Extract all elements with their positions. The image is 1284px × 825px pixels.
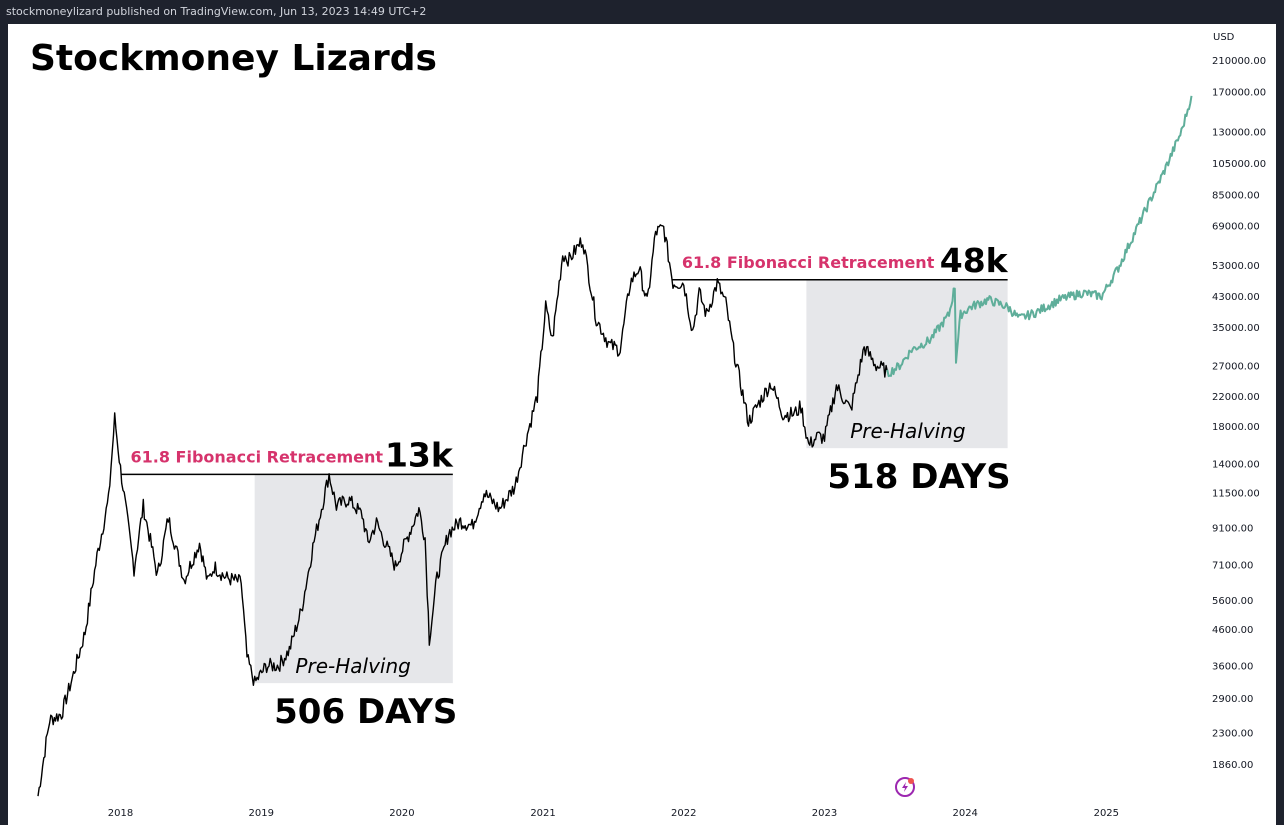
x-tick-label: 2024 <box>952 808 977 819</box>
y-tick-label: 9100.00 <box>1212 523 1253 534</box>
y-tick-label: 3600.00 <box>1212 662 1253 673</box>
chart-frame: 61.8 Fibonacci Retracement 13k 61.8 Fibona… <box>8 24 1276 825</box>
publish-header: stockmoneylizard published on TradingVie… <box>0 0 1284 24</box>
series-layer <box>37 95 1193 797</box>
y-tick-label: 22000.00 <box>1212 392 1260 403</box>
y-tick-label: 210000.00 <box>1212 56 1266 67</box>
x-tick-label: 2019 <box>248 808 273 819</box>
y-tick-label: 2300.00 <box>1212 728 1253 739</box>
x-tick-label: 2023 <box>812 808 837 819</box>
pre-halving-box-2 <box>806 279 1008 449</box>
x-tick-label: 2018 <box>108 808 133 819</box>
y-tick-label: 43000.00 <box>1212 292 1260 303</box>
y-tick-label: 105000.00 <box>1212 159 1266 170</box>
pre-halving-box-1 <box>254 474 453 684</box>
y-tick-label: 1860.00 <box>1212 760 1253 771</box>
y-tick-label: 11500.00 <box>1212 489 1260 500</box>
fib-value-1: 13k <box>385 435 454 474</box>
fib-lines <box>120 279 1008 476</box>
x-tick-label: 2022 <box>671 808 696 819</box>
y-tick-label: 5600.00 <box>1212 596 1253 607</box>
fib-label-2: 61.8 Fibonacci Retracement <box>682 253 935 272</box>
projection-series-line <box>886 95 1193 378</box>
history-series-line <box>37 224 888 797</box>
y-tick-label: 170000.00 <box>1212 87 1266 98</box>
y-tick-label: 53000.00 <box>1212 261 1260 272</box>
x-tick-label: 2025 <box>1094 808 1119 819</box>
y-tick-label: 18000.00 <box>1212 422 1260 433</box>
y-tick-label: 2900.00 <box>1212 694 1253 705</box>
y-tick-label: 130000.00 <box>1212 127 1266 138</box>
days-label-2: 518 DAYS <box>827 457 1010 497</box>
publish-line: stockmoneylizard published on TradingVie… <box>6 5 427 18</box>
y-tick-label: 27000.00 <box>1212 361 1260 372</box>
pre-halving-label-1: Pre-Halving <box>295 654 410 678</box>
y-tick-label: 7100.00 <box>1212 560 1253 571</box>
x-axis: 2018 2019 2020 2021 2022 2023 2024 2025 <box>108 808 1119 819</box>
pre-halving-label-2: Pre-Halving <box>850 419 965 443</box>
y-axis-unit: USD <box>1213 32 1235 43</box>
y-axis: USD 210000.00 170000.00 130000.00 105000.00… <box>1212 32 1266 771</box>
chart-background <box>8 24 1276 825</box>
x-tick-label: 2020 <box>389 808 414 819</box>
y-tick-label: 85000.00 <box>1212 191 1260 202</box>
y-tick-label: 4600.00 <box>1212 625 1253 636</box>
x-tick-label: 2021 <box>530 808 555 819</box>
fib-value-2: 48k <box>940 241 1009 280</box>
lightning-icon[interactable] <box>895 777 915 797</box>
brand-title: Stockmoney Lizards <box>30 38 437 79</box>
days-label-1: 506 DAYS <box>274 692 457 732</box>
y-tick-label: 69000.00 <box>1212 222 1260 233</box>
y-tick-label: 14000.00 <box>1212 459 1260 470</box>
fib-label-1: 61.8 Fibonacci Retracement <box>131 447 384 466</box>
y-tick-label: 35000.00 <box>1212 323 1260 334</box>
